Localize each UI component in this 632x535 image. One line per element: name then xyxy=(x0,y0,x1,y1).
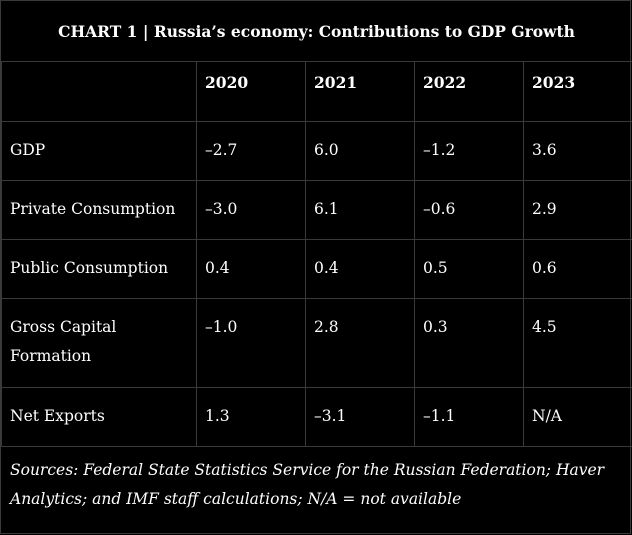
header-cell-2021: 2021 xyxy=(305,61,415,122)
table-cell: –1.2 xyxy=(414,121,524,181)
table-cell: 0.3 xyxy=(414,298,524,388)
table-row: Gross Capital Formation –1.0 2.8 0.3 4.5 xyxy=(1,298,632,388)
table-row: Private Consumption –3.0 6.1 –0.6 2.9 xyxy=(1,180,632,240)
source-note: Sources: Federal State Statistics Servic… xyxy=(10,461,605,508)
table-cell: 0.6 xyxy=(523,239,632,299)
header-cell-2022: 2022 xyxy=(414,61,524,122)
header-cell-empty xyxy=(1,61,197,122)
table-cell: N/A xyxy=(523,387,632,447)
table-cell: 1.3 xyxy=(196,387,306,447)
table-cell: 3.6 xyxy=(523,121,632,181)
row-label: Gross Capital Formation xyxy=(1,298,197,388)
row-label: GDP xyxy=(1,121,197,181)
table-cell: 2.9 xyxy=(523,180,632,240)
table-cell: –3.1 xyxy=(305,387,415,447)
data-table: 2020 2021 2022 2023 GDP –2.7 6.0 –1.2 3.… xyxy=(1,61,632,447)
table-cell: –3.0 xyxy=(196,180,306,240)
row-label: Private Consumption xyxy=(1,180,197,240)
table-cell: 0.4 xyxy=(196,239,306,299)
table-cell: –2.7 xyxy=(196,121,306,181)
table-cell: 2.8 xyxy=(305,298,415,388)
table-cell: 6.0 xyxy=(305,121,415,181)
chart-title: CHART 1 | Russia’s economy: Contribution… xyxy=(1,1,632,62)
table-cell: –1.1 xyxy=(414,387,524,447)
table-cell: –0.6 xyxy=(414,180,524,240)
header-cell-2020: 2020 xyxy=(196,61,306,122)
header-cell-2023: 2023 xyxy=(523,61,632,122)
table-row: Public Consumption 0.4 0.4 0.5 0.6 xyxy=(1,239,632,299)
row-label: Public Consumption xyxy=(1,239,197,299)
table-row: Net Exports 1.3 –3.1 –1.1 N/A xyxy=(1,387,632,447)
header-row: 2020 2021 2022 2023 xyxy=(1,61,632,122)
table-row: GDP –2.7 6.0 –1.2 3.6 xyxy=(1,121,632,181)
table-cell: –1.0 xyxy=(196,298,306,388)
row-label: Net Exports xyxy=(1,387,197,447)
table-cell: 0.4 xyxy=(305,239,415,299)
table-cell: 0.5 xyxy=(414,239,524,299)
table-cell: 4.5 xyxy=(523,298,632,388)
table-cell: 6.1 xyxy=(305,180,415,240)
